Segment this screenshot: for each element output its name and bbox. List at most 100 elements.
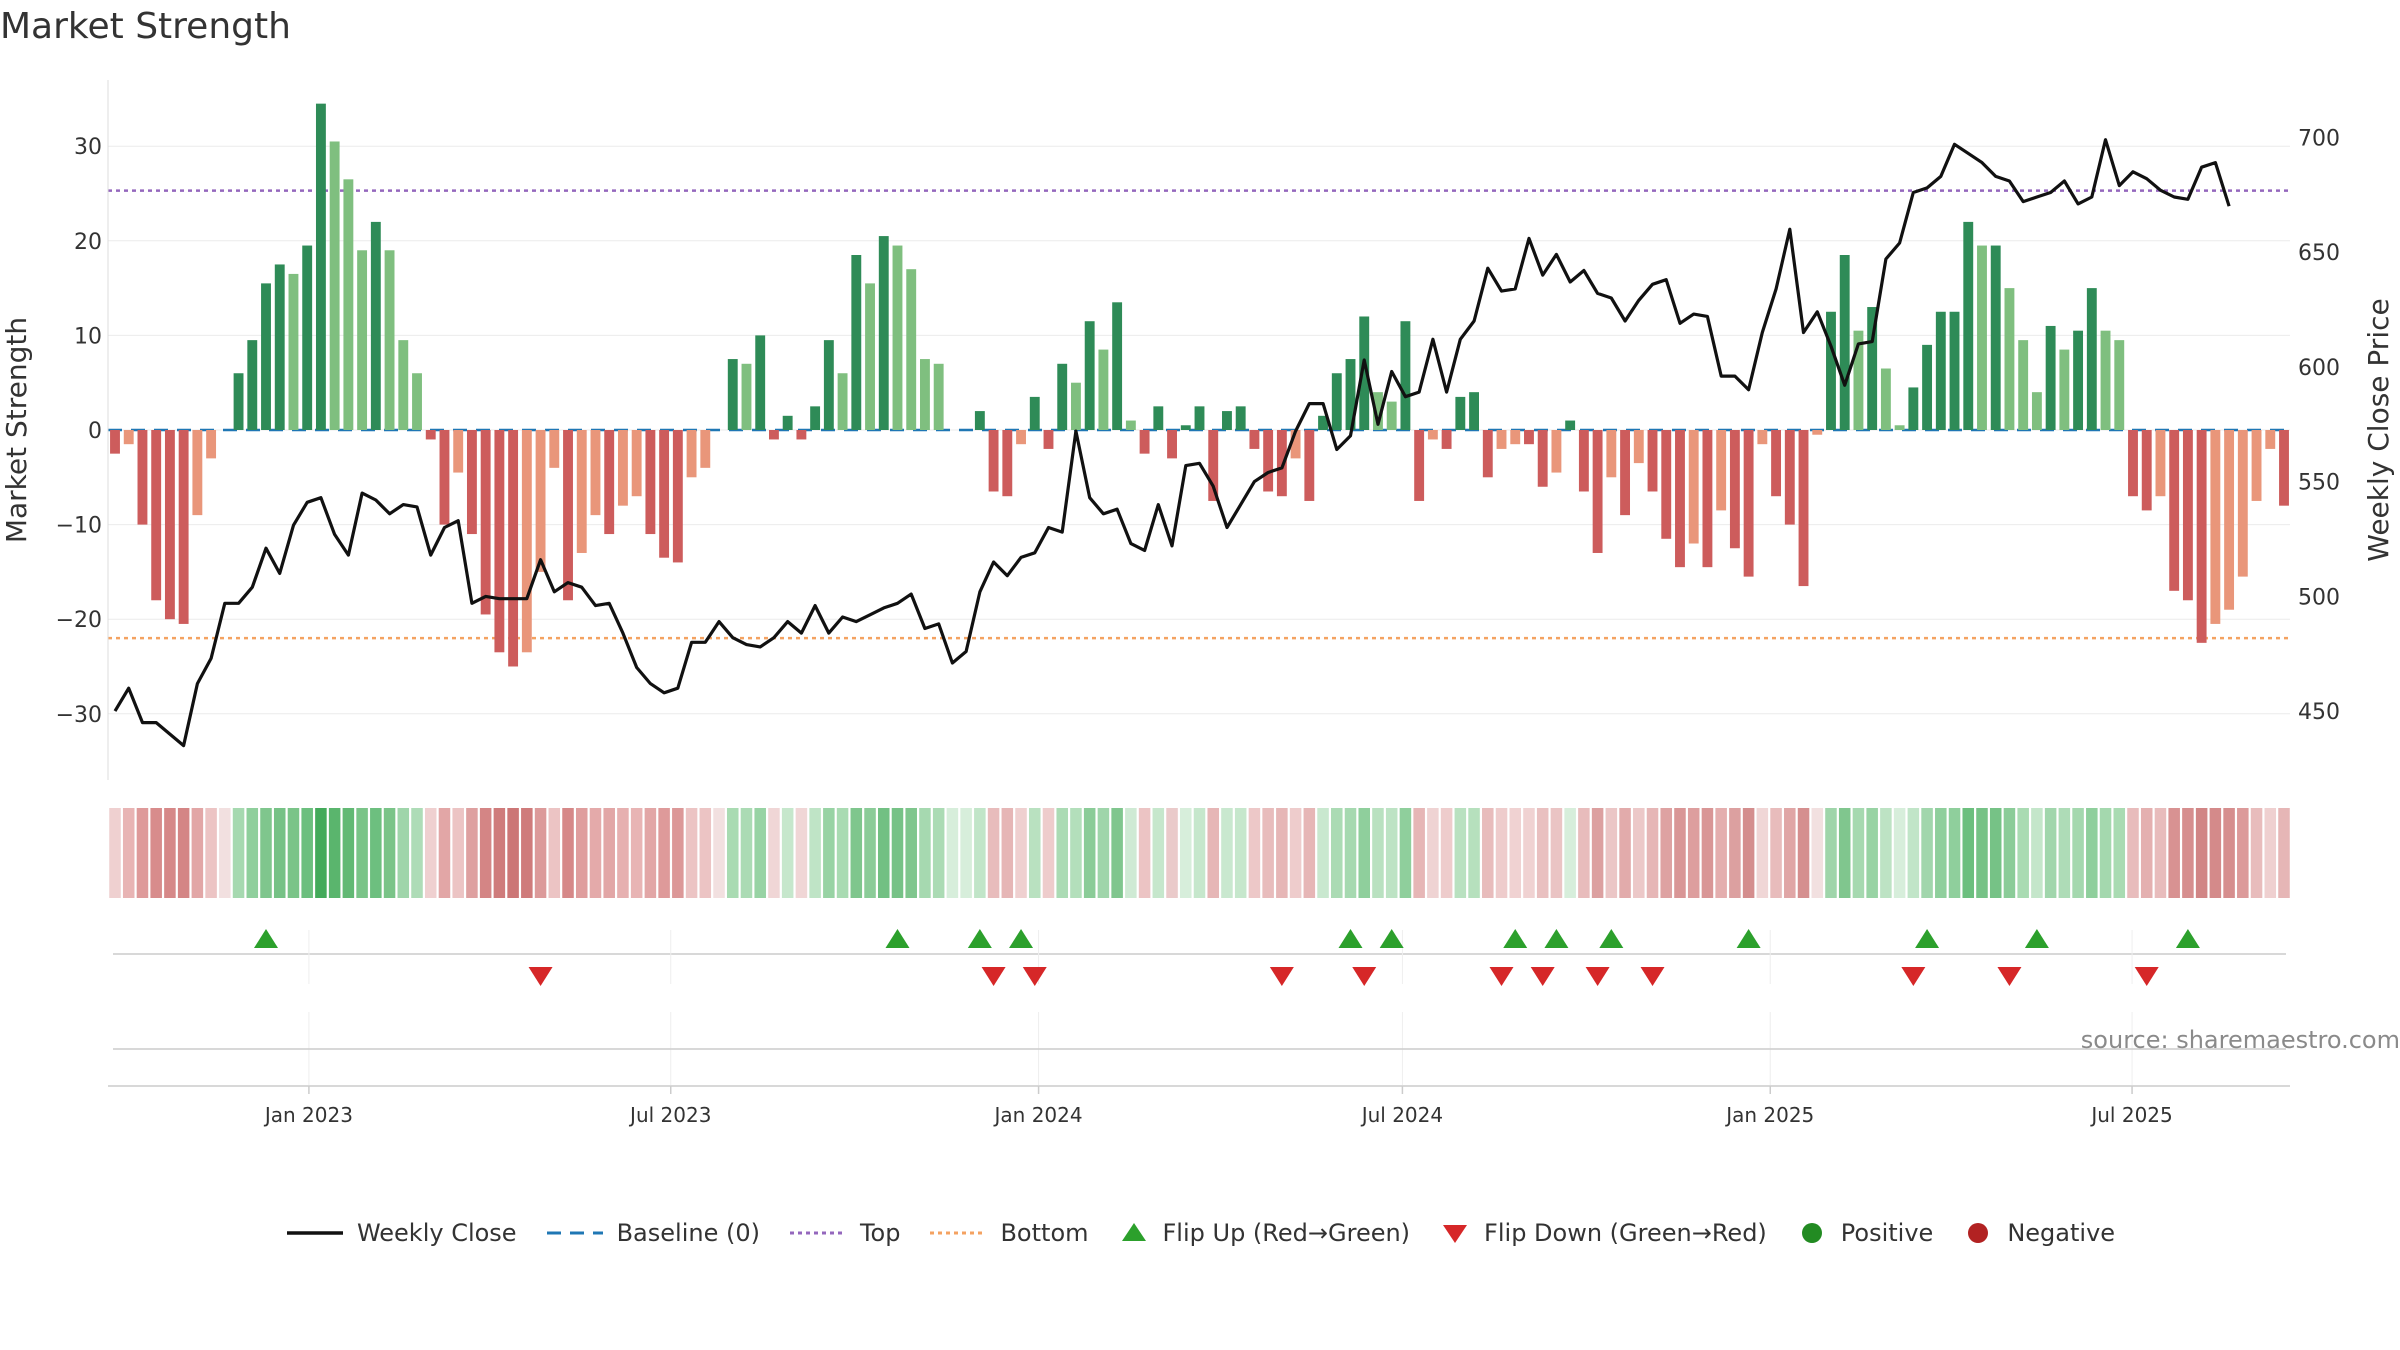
- strength-bar: [892, 245, 903, 430]
- strip-cell: [1413, 808, 1425, 898]
- strength-bar: [590, 430, 601, 516]
- strip-cell: [2278, 808, 2290, 898]
- y-tick-label: −20: [56, 608, 102, 633]
- strength-bar: [2224, 430, 2235, 610]
- flip-up-marker: [2024, 929, 2049, 948]
- strength-bar: [2182, 430, 2193, 601]
- strip-cell: [1097, 808, 1110, 898]
- flip-up-marker: [1009, 929, 1034, 948]
- y2-axis-title: Weekly Close Price: [2362, 298, 2395, 561]
- strength-bar: [2004, 288, 2015, 430]
- y2-tick-label: 650: [2298, 241, 2340, 266]
- strength-bar: [1167, 430, 1177, 459]
- legend-label: Bottom: [1000, 1219, 1089, 1247]
- strength-bar: [1345, 359, 1356, 430]
- strength-bar: [1867, 307, 1878, 430]
- legend-label: Negative: [2007, 1219, 2116, 1247]
- strip-cell: [1509, 808, 1522, 898]
- strength-bar: [1688, 430, 1699, 544]
- strip-cell: [1180, 808, 1192, 898]
- strength-bar: [1482, 430, 1493, 478]
- strip-cell: [1674, 808, 1686, 898]
- strip-cell: [109, 808, 121, 898]
- strip-cell: [974, 808, 986, 898]
- y2-tick-label: 600: [2298, 356, 2340, 381]
- strip-cell: [1536, 808, 1549, 898]
- flip-up-marker: [1503, 929, 1528, 948]
- strip-cell: [836, 808, 849, 898]
- strength-bar: [2237, 430, 2248, 577]
- strip-cell: [685, 808, 698, 898]
- strength-bar: [1318, 415, 1328, 430]
- strength-bar: [1373, 392, 1383, 430]
- strength-bar: [1510, 430, 1521, 445]
- legend-label: Positive: [1840, 1219, 1934, 1247]
- strength-bar: [1935, 311, 1946, 430]
- strength-bar: [837, 373, 848, 430]
- strength-bar: [288, 273, 299, 430]
- strength-bar: [920, 359, 930, 430]
- strength-bar: [1029, 396, 1040, 430]
- strength-bar: [1208, 430, 1219, 501]
- strip-cell: [1056, 808, 1068, 898]
- strength-bar: [1592, 430, 1603, 553]
- strength-bar: [755, 335, 766, 430]
- strength-bar: [1002, 430, 1013, 497]
- strip-cell: [1248, 808, 1261, 898]
- strength-bar: [2073, 330, 2084, 430]
- strip-cell: [1523, 808, 1535, 898]
- strength-bar: [521, 430, 532, 653]
- strength-bar: [1455, 396, 1466, 430]
- y-tick-label: 20: [74, 230, 102, 255]
- strength-bar: [508, 430, 519, 667]
- strip-cell: [658, 808, 670, 898]
- strength-bar: [1235, 406, 1246, 430]
- strength-bar: [1249, 430, 1260, 449]
- strength-bar: [1386, 401, 1397, 430]
- strip-cell: [2113, 808, 2126, 898]
- strip-cell: [479, 808, 492, 898]
- strength-bar: [1661, 430, 1672, 539]
- strength-bar: [1922, 344, 1933, 430]
- source-note: source: sharemaestro.com: [2080, 1026, 2400, 1054]
- strength-bar: [1578, 430, 1589, 492]
- strip-cell: [1125, 808, 1137, 898]
- flip-up-marker: [885, 929, 910, 948]
- strength-bar: [933, 363, 944, 430]
- flip-down-marker: [1585, 967, 1610, 986]
- x-tick-label: Jan 2024: [993, 1103, 1083, 1127]
- strip-cell: [205, 808, 217, 898]
- flip-down-marker: [981, 967, 1006, 986]
- strip-cell: [521, 808, 533, 898]
- strength-bar: [549, 430, 560, 468]
- strength-bar: [1537, 430, 1548, 487]
- strength-bar: [2059, 349, 2070, 430]
- strip-cell: [1221, 808, 1233, 898]
- y2-tick-label: 450: [2298, 700, 2340, 725]
- strip-cell: [301, 808, 313, 898]
- strip-cell: [2195, 808, 2208, 898]
- legend-item: Negative: [1961, 1219, 2115, 1247]
- strip-cell: [603, 808, 615, 898]
- strength-bar: [1784, 430, 1795, 525]
- strip-cell: [1495, 808, 1508, 898]
- strip-cell: [891, 808, 904, 898]
- legend-label: Weekly Close: [356, 1219, 517, 1247]
- strip-cell: [1866, 808, 1878, 898]
- strip-cell: [1111, 808, 1123, 898]
- legend-mark: [1443, 1225, 1468, 1243]
- strip-cell: [1358, 808, 1370, 898]
- strength-bar: [1180, 425, 1191, 430]
- strength-bar: [1496, 430, 1507, 449]
- weekly-close-line: [113, 138, 2231, 748]
- x-tick-label: Jan 2023: [263, 1103, 353, 1127]
- legend-swatch: [789, 1231, 846, 1235]
- strip-cell: [960, 808, 972, 898]
- strength-bar: [1400, 321, 1411, 430]
- strength-bar: [2141, 430, 2152, 511]
- strip-cell: [1276, 808, 1288, 898]
- x-tick-label: Jul 2024: [1360, 1103, 1443, 1127]
- strip-cell: [1742, 808, 1755, 898]
- strength-bar: [1647, 430, 1658, 492]
- strip-cell: [1193, 808, 1206, 898]
